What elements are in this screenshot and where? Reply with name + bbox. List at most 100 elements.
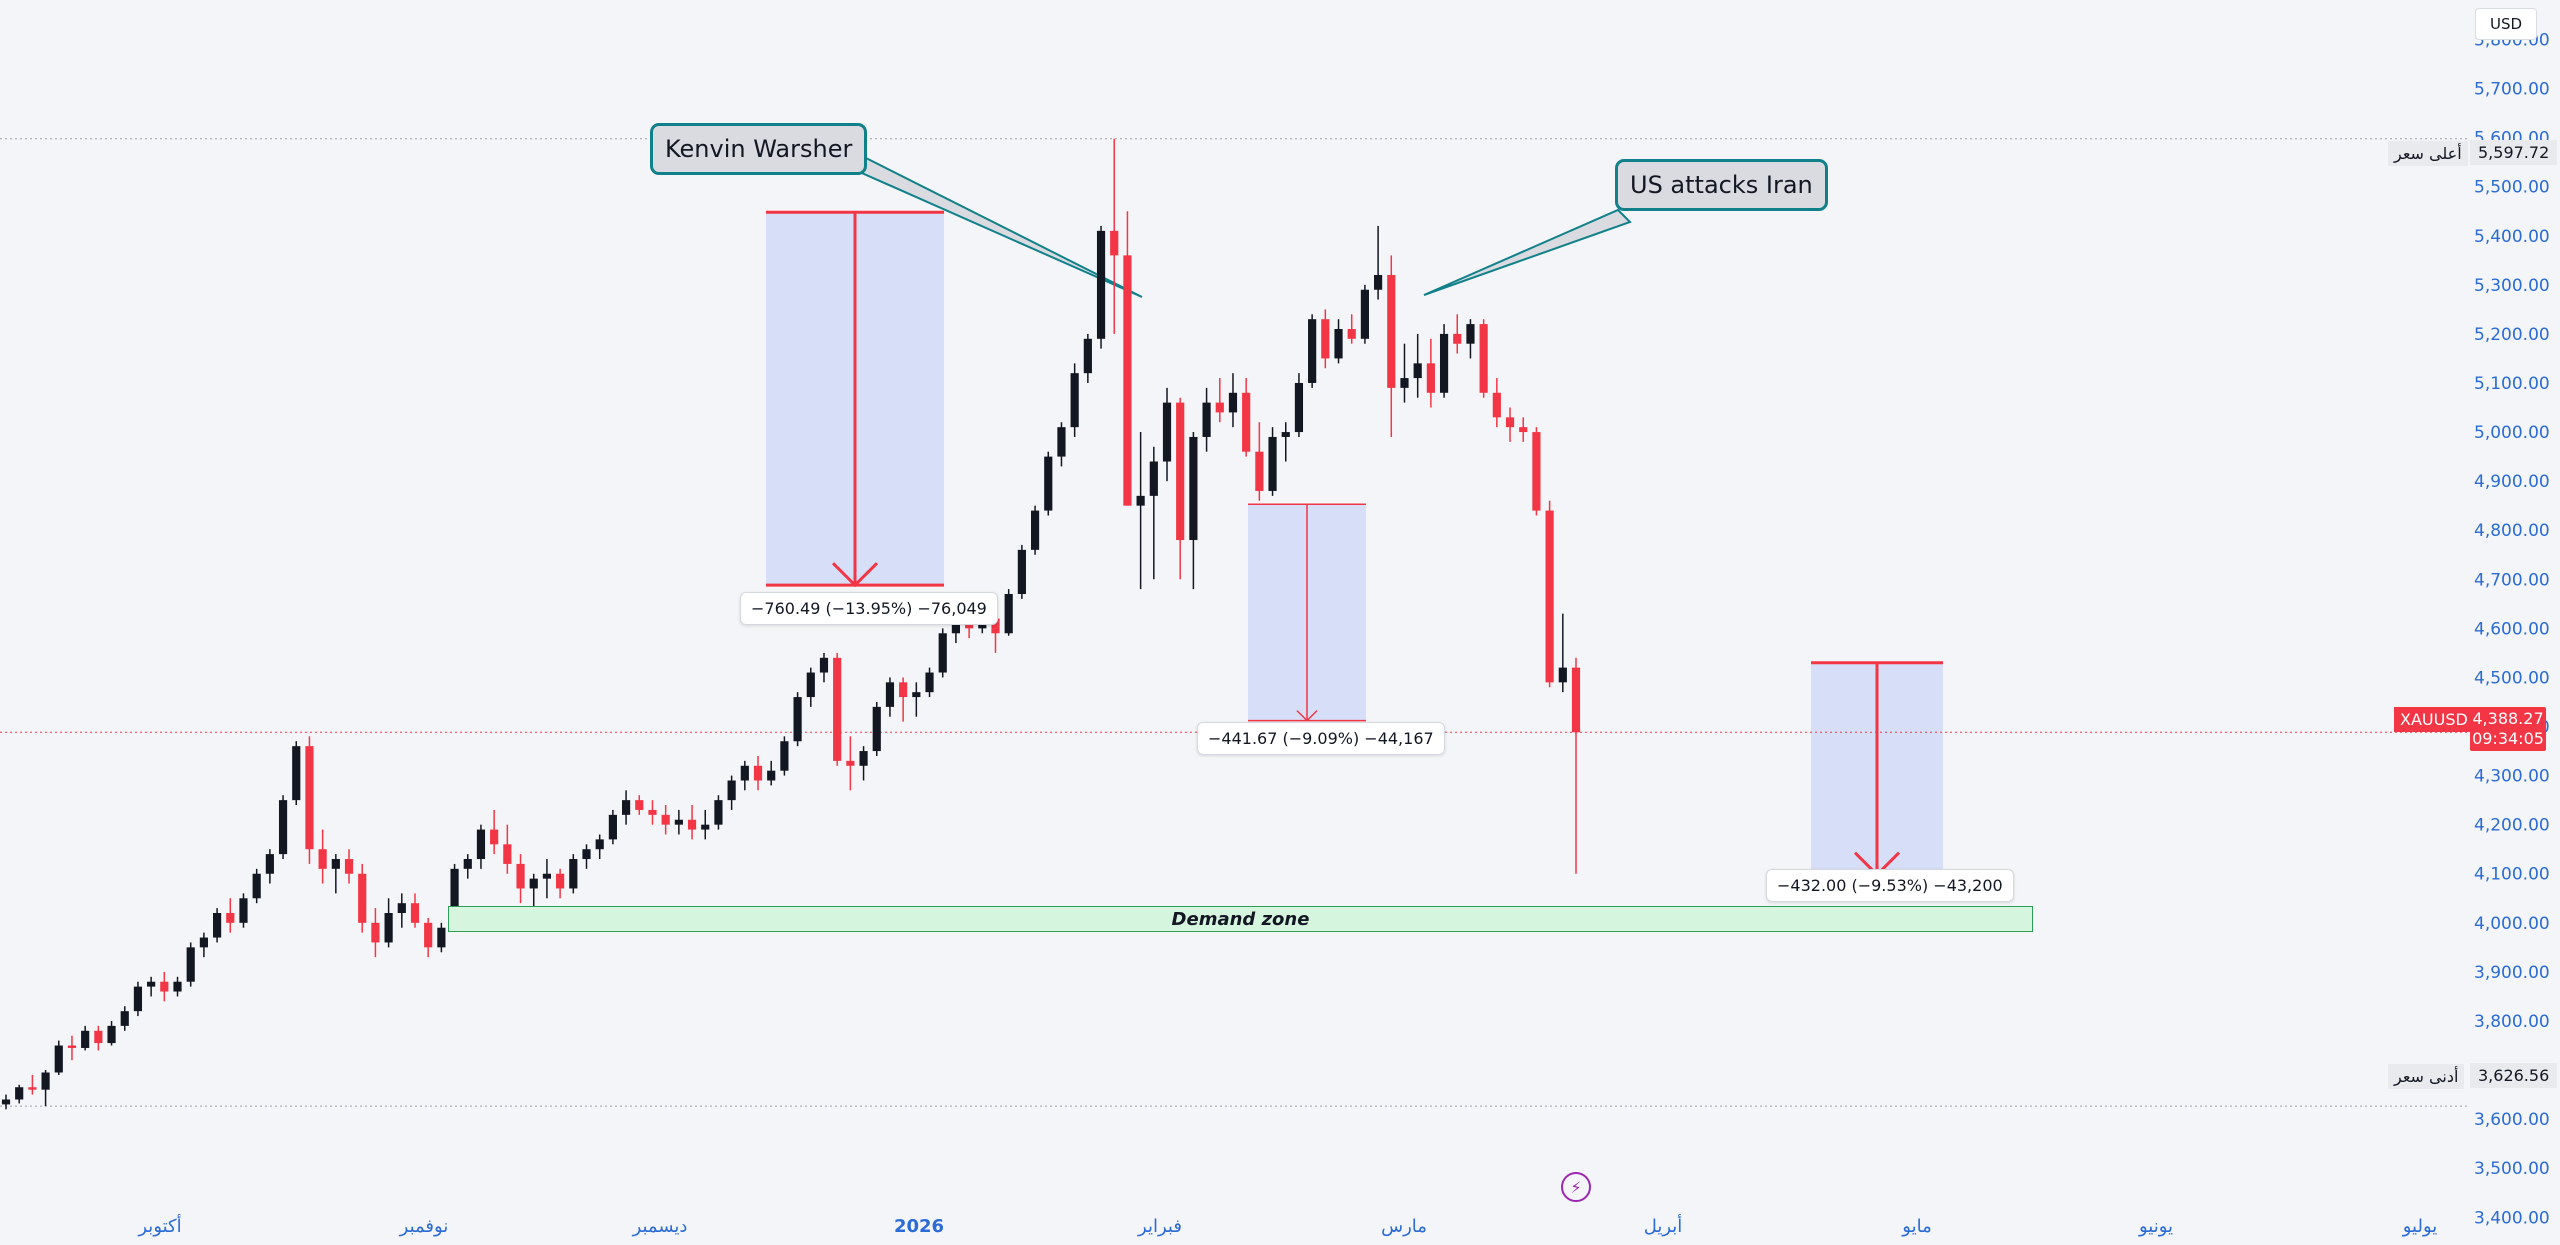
- candle-body: [358, 873, 367, 923]
- candle-body: [503, 844, 512, 864]
- candle-body: [81, 1030, 90, 1048]
- session-low-label: أدنى سعر: [2388, 1064, 2465, 1089]
- candle-body: [595, 839, 604, 850]
- candle-body: [701, 824, 710, 830]
- candle-body: [344, 859, 354, 874]
- candle-body: [1360, 289, 1369, 339]
- y-tick-label: 4,100.00: [2474, 865, 2550, 885]
- y-tick-label: 4,300.00: [2474, 767, 2550, 787]
- reference-lines: [0, 138, 2470, 1107]
- candle-body: [1123, 255, 1132, 506]
- callout-us-attacks-iran[interactable]: US attacks Iran: [1615, 159, 1828, 211]
- candle-body: [1057, 427, 1066, 457]
- x-tick-label: نوفمبر: [399, 1216, 449, 1237]
- candle-body: [292, 746, 301, 801]
- callout-kevin-warsher[interactable]: Kenvin Warsher: [650, 123, 868, 175]
- candle-body: [1030, 510, 1040, 550]
- candle-body: [1268, 436, 1277, 491]
- candle-body: [463, 859, 472, 869]
- candle-body: [753, 765, 763, 781]
- candle-body: [371, 922, 380, 943]
- y-tick-label: 5,100.00: [2474, 374, 2550, 394]
- candle-body: [1321, 319, 1330, 359]
- candle-body: [410, 903, 420, 923]
- candle-body: [542, 873, 552, 879]
- y-tick-label: 3,800.00: [2474, 1012, 2550, 1032]
- candle-body: [476, 829, 486, 860]
- candle-body: [1004, 594, 1013, 634]
- x-tick-label: فبراير: [1137, 1216, 1182, 1237]
- candle-body: [1281, 432, 1290, 437]
- candle-body: [160, 981, 169, 992]
- candle-body: [991, 618, 1000, 634]
- candle-body: [1308, 319, 1317, 383]
- demand-zone[interactable]: Demand zone: [448, 906, 2033, 932]
- price-axis: 5,800.005,700.005,600.005,500.005,400.00…: [2474, 30, 2550, 1228]
- candle-body: [120, 1011, 129, 1026]
- candle-body: [740, 765, 749, 781]
- candle-body: [608, 814, 617, 840]
- candle-body: [833, 657, 842, 761]
- candle-body: [199, 937, 208, 948]
- candle-body: [1413, 363, 1422, 379]
- x-tick-label: 2026: [894, 1216, 944, 1237]
- candle-body: [1347, 328, 1356, 339]
- candle-body: [397, 903, 406, 914]
- candle-body: [846, 760, 855, 766]
- callout-pointer-iran: [1423, 208, 1632, 296]
- session-high-price: 5,597.72: [2470, 140, 2558, 165]
- currency-selector[interactable]: USD: [2475, 8, 2537, 40]
- candle-body: [621, 800, 631, 815]
- candle-body: [239, 898, 248, 923]
- y-tick-label: 3,500.00: [2474, 1159, 2550, 1179]
- candle-body: [1162, 402, 1172, 462]
- candle-body: [674, 819, 683, 825]
- y-tick-label: 4,200.00: [2474, 816, 2550, 836]
- candle-body: [1228, 392, 1238, 413]
- candle-body: [1189, 436, 1198, 541]
- candle-body: [1202, 402, 1211, 437]
- last-price-tag: 4,388.27 09:34:05: [2470, 707, 2546, 751]
- measure-arrow-head: [831, 562, 879, 588]
- candle-body: [15, 1087, 24, 1100]
- measure-label-3: −432.00 (−9.53%) −43,200: [1766, 869, 2014, 902]
- candle-body: [899, 682, 908, 698]
- candle-body: [54, 1045, 63, 1073]
- y-tick-label: 4,700.00: [2474, 570, 2550, 590]
- candle-body: [450, 868, 459, 928]
- y-tick-label: 5,400.00: [2474, 227, 2550, 247]
- candle-body: [226, 913, 235, 923]
- candle-body: [687, 819, 697, 830]
- measure-layer: [766, 154, 1943, 877]
- candle-body: [635, 800, 644, 810]
- candle-body: [265, 854, 274, 874]
- y-tick-label: 5,700.00: [2474, 80, 2550, 100]
- x-tick-label: يوليو: [2402, 1216, 2438, 1237]
- candle-body: [1110, 230, 1119, 256]
- y-tick-label: 4,600.00: [2474, 619, 2550, 639]
- candle-body: [490, 829, 499, 845]
- candle-body: [94, 1030, 103, 1044]
- candle-body: [1400, 378, 1409, 388]
- y-tick-label: 3,400.00: [2474, 1208, 2550, 1228]
- candle-body: [859, 751, 868, 766]
- candle-body: [1044, 456, 1053, 511]
- candle-body: [28, 1087, 37, 1090]
- candle-body: [1505, 417, 1515, 428]
- candle-body: [1096, 230, 1106, 339]
- lightning-icon[interactable]: ⚡: [1561, 1172, 1591, 1202]
- candle-body: [925, 672, 934, 693]
- candle-body: [1149, 461, 1158, 496]
- x-tick-label: مايو: [1901, 1216, 1931, 1237]
- candle-body: [186, 947, 195, 982]
- y-tick-label: 4,800.00: [2474, 521, 2550, 541]
- time-axis: أكتوبر نوفمبر ديسمبر 2026 فبراير مارس أبريل ماي…: [137, 1214, 2437, 1237]
- demand-zone-label: Demand zone: [1171, 908, 1310, 930]
- candle-body: [885, 682, 895, 707]
- candle-body: [1242, 392, 1251, 452]
- candle-body: [1479, 324, 1488, 393]
- y-tick-label: 5,000.00: [2474, 423, 2550, 443]
- session-low-price: 3,626.56: [2470, 1063, 2558, 1088]
- candle-body: [1294, 382, 1304, 433]
